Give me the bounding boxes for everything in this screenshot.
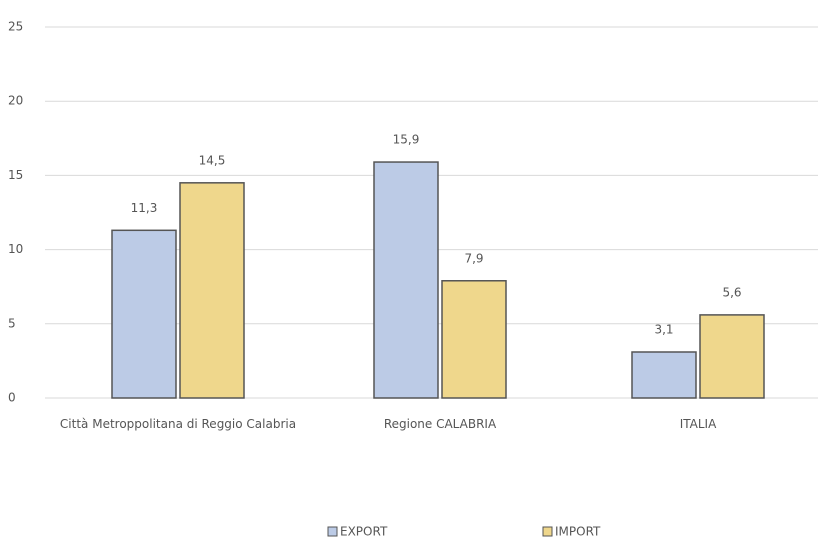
value-label: 11,3 bbox=[131, 201, 158, 215]
bar bbox=[441, 280, 507, 399]
bar bbox=[699, 314, 765, 399]
value-label: 3,1 bbox=[654, 322, 673, 336]
legend-label: EXPORT bbox=[340, 525, 388, 539]
y-tick-label: 20 bbox=[8, 94, 23, 108]
value-label: 15,9 bbox=[393, 133, 420, 147]
x-tick-label: Città Metroppolitana di Reggio Calabria bbox=[59, 417, 297, 431]
legend-swatch bbox=[542, 526, 553, 537]
y-tick-label: 10 bbox=[8, 242, 23, 256]
legend-swatch bbox=[327, 526, 338, 537]
x-tick-label: Regione CALABRIA bbox=[383, 417, 497, 431]
y-tick-label: 15 bbox=[8, 168, 23, 182]
x-tick-label: ITALIA bbox=[679, 417, 717, 431]
y-tick-label: 0 bbox=[8, 391, 16, 405]
bar bbox=[631, 351, 697, 399]
bar bbox=[179, 182, 245, 399]
bar bbox=[373, 161, 439, 399]
y-tick-label: 5 bbox=[8, 316, 16, 330]
bar bbox=[111, 229, 177, 399]
value-label: 7,9 bbox=[464, 251, 483, 265]
value-label: 5,6 bbox=[722, 285, 741, 299]
value-label: 14,5 bbox=[199, 153, 226, 167]
legend-label: IMPORT bbox=[555, 525, 601, 539]
y-tick-label: 25 bbox=[8, 20, 23, 34]
